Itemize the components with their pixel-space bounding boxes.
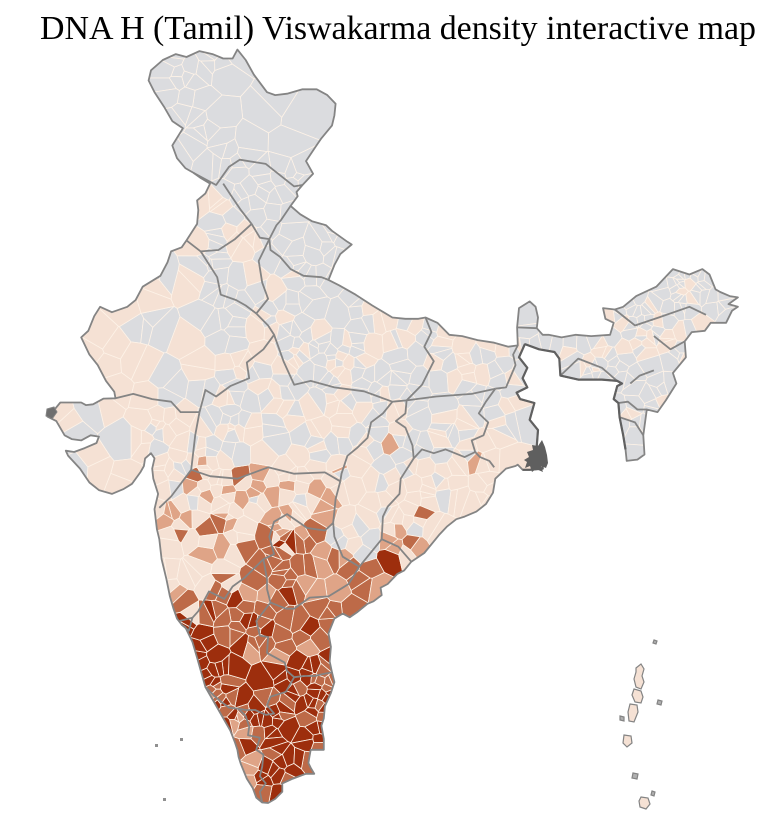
svg-text:DNA H (Tamil) Viswakarma densi: DNA H (Tamil) Viswakarma density interac… bbox=[40, 10, 756, 47]
